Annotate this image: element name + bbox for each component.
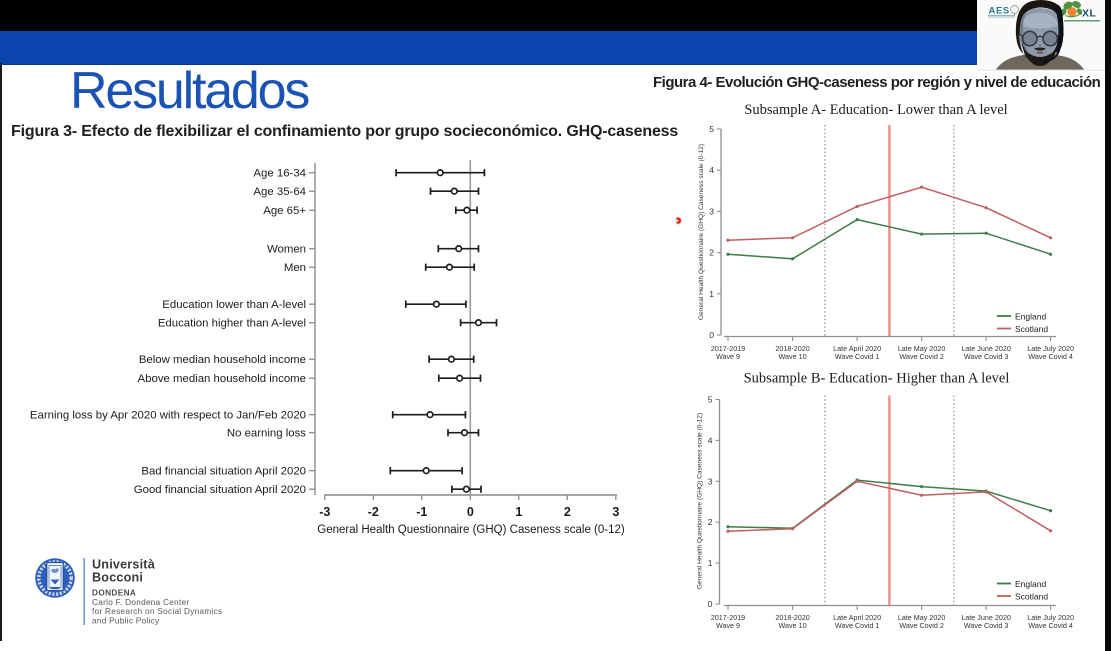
svg-text:Women: Women bbox=[267, 244, 306, 256]
svg-text:0: 0 bbox=[708, 599, 713, 609]
svg-text:Bocconi: Bocconi bbox=[92, 571, 143, 585]
svg-text:Wave Covid 4: Wave Covid 4 bbox=[1028, 352, 1072, 361]
svg-text:2018-2020: 2018-2020 bbox=[775, 613, 809, 622]
svg-text:1: 1 bbox=[708, 558, 713, 568]
svg-text:Education lower than A-level: Education lower than A-level bbox=[162, 299, 306, 311]
svg-text:4: 4 bbox=[708, 435, 713, 445]
svg-text:Late May 2020: Late May 2020 bbox=[898, 613, 946, 622]
svg-text:Late May 2020: Late May 2020 bbox=[898, 344, 946, 353]
svg-text:Subsample B- Education- Higher: Subsample B- Education- Higher than A le… bbox=[744, 371, 1010, 387]
svg-text:Men: Men bbox=[284, 262, 306, 274]
svg-text:No earning loss: No earning loss bbox=[227, 428, 306, 440]
svg-text:Late June 2020: Late June 2020 bbox=[961, 344, 1011, 353]
svg-text:Age 16-34: Age 16-34 bbox=[253, 168, 306, 180]
svg-text:England: England bbox=[1015, 579, 1046, 589]
svg-text:AES: AES bbox=[989, 6, 1010, 17]
svg-text:3: 3 bbox=[612, 505, 619, 519]
svg-text:2017-2019: 2017-2019 bbox=[711, 344, 745, 353]
svg-text:DONDENA: DONDENA bbox=[92, 589, 136, 598]
svg-text:Wave Covid 1: Wave Covid 1 bbox=[835, 621, 879, 630]
svg-text:England: England bbox=[1015, 312, 1046, 322]
svg-text:2: 2 bbox=[709, 248, 714, 258]
svg-text:Late July 2020: Late July 2020 bbox=[1027, 344, 1074, 353]
svg-text:-1: -1 bbox=[416, 505, 427, 519]
svg-text:Late April 2020: Late April 2020 bbox=[833, 344, 881, 353]
svg-text:XL: XL bbox=[1082, 8, 1097, 20]
svg-text:Wave 10: Wave 10 bbox=[779, 621, 807, 630]
svg-text:General Health Questionnaire (: General Health Questionnaire (GHQ) Casen… bbox=[697, 413, 704, 589]
svg-text:-2: -2 bbox=[368, 505, 379, 519]
svg-text:Bad financial situation April: Bad financial situation April 2020 bbox=[141, 466, 306, 478]
svg-text:Università: Università bbox=[92, 558, 156, 572]
svg-text:Wave 9: Wave 9 bbox=[716, 352, 740, 361]
svg-text:Age 35-64: Age 35-64 bbox=[253, 186, 306, 198]
svg-text:5: 5 bbox=[708, 395, 713, 405]
svg-text:Wave Covid 1: Wave Covid 1 bbox=[835, 352, 879, 361]
svg-text:for Research on Social Dynamic: for Research on Social Dynamics bbox=[92, 607, 222, 616]
svg-text:0: 0 bbox=[467, 505, 474, 519]
svg-text:Wave Covid 2: Wave Covid 2 bbox=[899, 352, 943, 361]
svg-text:Subsample A- Education- Lower: Subsample A- Education- Lower than A lev… bbox=[744, 102, 1007, 118]
svg-text:Education higher than A-level: Education higher than A-level bbox=[158, 318, 306, 330]
svg-text:2: 2 bbox=[564, 505, 571, 519]
svg-text:2017-2019: 2017-2019 bbox=[711, 613, 745, 622]
svg-text:2: 2 bbox=[708, 517, 713, 527]
svg-text:1: 1 bbox=[709, 289, 714, 299]
svg-text:Wave Covid 3: Wave Covid 3 bbox=[964, 621, 1008, 630]
svg-text:2018-2020: 2018-2020 bbox=[775, 344, 809, 353]
svg-text:Carlo F. Dondena Center: Carlo F. Dondena Center bbox=[92, 598, 189, 607]
svg-text:Scotland: Scotland bbox=[1015, 592, 1048, 602]
svg-text:Wave Covid 4: Wave Covid 4 bbox=[1028, 621, 1072, 630]
svg-text:Wave 10: Wave 10 bbox=[779, 352, 807, 361]
svg-text:3: 3 bbox=[708, 476, 713, 486]
svg-text:Wave Covid 2: Wave Covid 2 bbox=[899, 621, 943, 630]
svg-text:Good financial situation April: Good financial situation April 2020 bbox=[134, 484, 306, 496]
svg-text:Late June 2020: Late June 2020 bbox=[961, 613, 1011, 622]
svg-text:Wave Covid 3: Wave Covid 3 bbox=[964, 352, 1008, 361]
svg-text:Scotland: Scotland bbox=[1015, 324, 1048, 334]
svg-text:5: 5 bbox=[709, 124, 714, 134]
svg-text:4: 4 bbox=[709, 165, 714, 175]
svg-text:3: 3 bbox=[709, 206, 714, 216]
svg-text:Earning loss by Apr 2020 with: Earning loss by Apr 2020 with respect to… bbox=[30, 410, 306, 422]
svg-text:1: 1 bbox=[515, 505, 522, 519]
svg-text:Below median household income: Below median household income bbox=[139, 354, 306, 366]
svg-text:Above median household income: Above median household income bbox=[138, 373, 306, 385]
svg-text:Age 65+: Age 65+ bbox=[263, 205, 306, 217]
svg-text:Late July 2020: Late July 2020 bbox=[1027, 613, 1074, 622]
svg-text:0: 0 bbox=[709, 330, 714, 340]
svg-text:Late April 2020: Late April 2020 bbox=[833, 613, 881, 622]
svg-text:-3: -3 bbox=[319, 505, 330, 519]
svg-text:Wave 9: Wave 9 bbox=[716, 621, 740, 630]
svg-text:General Health Questionnaire (: General Health Questionnaire (GHQ) Casen… bbox=[317, 524, 625, 536]
svg-text:and Public Policy: and Public Policy bbox=[92, 616, 160, 625]
svg-text:General Health Questionnaire (: General Health Questionnaire (GHQ) Casen… bbox=[698, 144, 705, 320]
